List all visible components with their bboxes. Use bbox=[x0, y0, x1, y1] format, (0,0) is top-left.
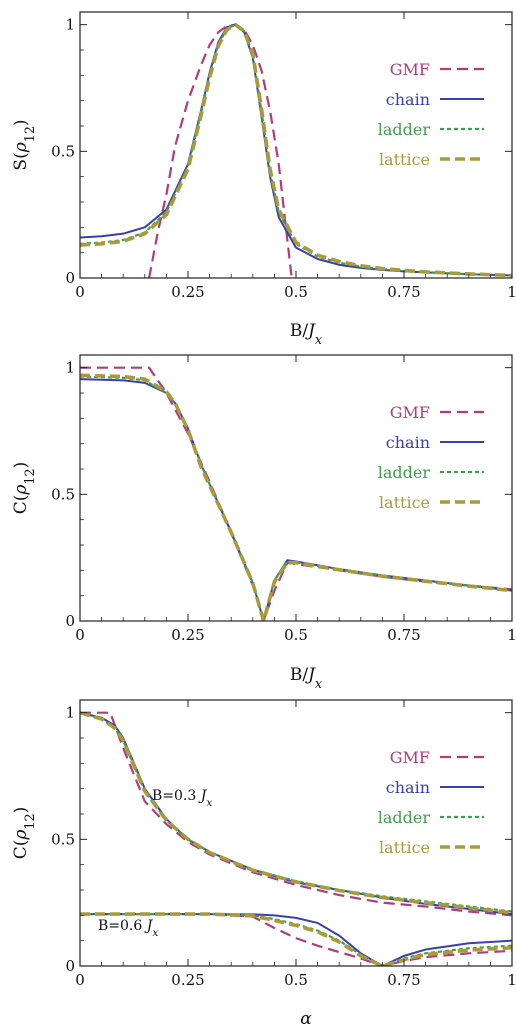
x-tick-label: 1 bbox=[507, 971, 516, 989]
x-tick-label: 0.75 bbox=[387, 283, 420, 301]
y-tick-label: 1 bbox=[65, 704, 75, 722]
y-tick-label: 0 bbox=[65, 612, 75, 630]
y-tick-label: 0.5 bbox=[51, 485, 75, 503]
y-axis-label: S(ρ12) bbox=[11, 119, 38, 170]
legend-label-gmf: GMF bbox=[390, 60, 430, 79]
legend: GMF chain ladder lattice bbox=[378, 748, 484, 857]
x-tick-label: 0.75 bbox=[387, 971, 420, 989]
x-tick-label: 0 bbox=[75, 971, 85, 989]
legend-label-ladder: ladder bbox=[378, 463, 431, 482]
legend-label-lattice: lattice bbox=[379, 838, 430, 857]
legend-label-chain: chain bbox=[386, 433, 430, 452]
annotation-label: B=0.6 Jx bbox=[98, 918, 158, 939]
chart-panel-3: 0 0.25 0.5 0.75 1 0 0.5 1 α C(ρ12) GMF chain ladder l… bbox=[11, 699, 516, 1029]
x-axis-label: B/Jx bbox=[290, 321, 322, 348]
series-line-ladder-B06 bbox=[80, 912, 512, 966]
legend-label-ladder: ladder bbox=[378, 120, 431, 139]
plot-frame bbox=[79, 11, 513, 279]
x-tick-label: 0.5 bbox=[284, 971, 308, 989]
annotation-label: B=0.3 Jx bbox=[152, 788, 212, 809]
x-axis-label: α bbox=[300, 1009, 312, 1029]
series-line-ladder bbox=[80, 375, 512, 621]
series-group bbox=[80, 710, 512, 966]
series-line-chain-B03 bbox=[80, 711, 512, 916]
legend-label-lattice: lattice bbox=[379, 150, 430, 169]
series-line-lattice-B06 bbox=[80, 912, 512, 966]
legend: GMF chain ladder lattice bbox=[378, 403, 484, 512]
chart-panel-2: 0 0.25 0.5 0.75 1 0 0.5 1 B/Jx C(ρ12) GMF chain ladd… bbox=[11, 354, 516, 692]
x-tick-label: 0.25 bbox=[171, 626, 204, 644]
series-line-gmf bbox=[148, 23, 293, 278]
x-tick-label: 0.5 bbox=[284, 283, 308, 301]
x-tick-label: 0 bbox=[75, 626, 85, 644]
y-tick-label: 0 bbox=[65, 269, 75, 287]
series-group bbox=[80, 22, 512, 278]
plot-frame bbox=[79, 354, 513, 622]
series-line-gmf-B03 bbox=[80, 711, 512, 917]
y-axis-label: C(ρ12) bbox=[11, 807, 38, 860]
x-tick-label: 1 bbox=[507, 283, 516, 301]
legend-label-lattice: lattice bbox=[379, 493, 430, 512]
legend: GMF chain ladder lattice bbox=[378, 60, 484, 169]
legend-label-chain: chain bbox=[386, 778, 430, 797]
y-tick-label: 0 bbox=[65, 957, 75, 975]
series-line-lattice bbox=[80, 22, 512, 278]
x-tick-label: 0.25 bbox=[171, 283, 204, 301]
x-tick-label: 0.25 bbox=[171, 971, 204, 989]
x-axis-label: B/Jx bbox=[290, 665, 322, 692]
series-line-chain bbox=[80, 23, 512, 277]
chart-panel-1: 0 0.25 0.5 0.75 1 0 0.5 1 B/Jx S(ρ12) GMF chain ladd… bbox=[11, 11, 516, 348]
legend-label-ladder: ladder bbox=[378, 808, 431, 827]
series-line-lattice bbox=[80, 373, 512, 621]
series-group bbox=[80, 366, 512, 621]
series-line-ladder bbox=[80, 23, 512, 277]
x-tick-label: 0 bbox=[75, 283, 85, 301]
y-tick-label: 0.5 bbox=[51, 830, 75, 848]
x-tick-label: 0.5 bbox=[284, 626, 308, 644]
y-tick-label: 1 bbox=[65, 16, 75, 34]
legend-label-gmf: GMF bbox=[390, 403, 430, 422]
y-axis-label: C(ρ12) bbox=[11, 462, 38, 515]
x-tick-label: 0.75 bbox=[387, 626, 420, 644]
legend-label-chain: chain bbox=[386, 90, 430, 109]
y-tick-label: 0.5 bbox=[51, 142, 75, 160]
y-tick-label: 1 bbox=[65, 359, 75, 377]
x-tick-label: 1 bbox=[507, 626, 516, 644]
legend-label-gmf: GMF bbox=[390, 748, 430, 767]
series-line-lattice-B03 bbox=[80, 710, 512, 915]
series-line-chain bbox=[80, 378, 512, 621]
